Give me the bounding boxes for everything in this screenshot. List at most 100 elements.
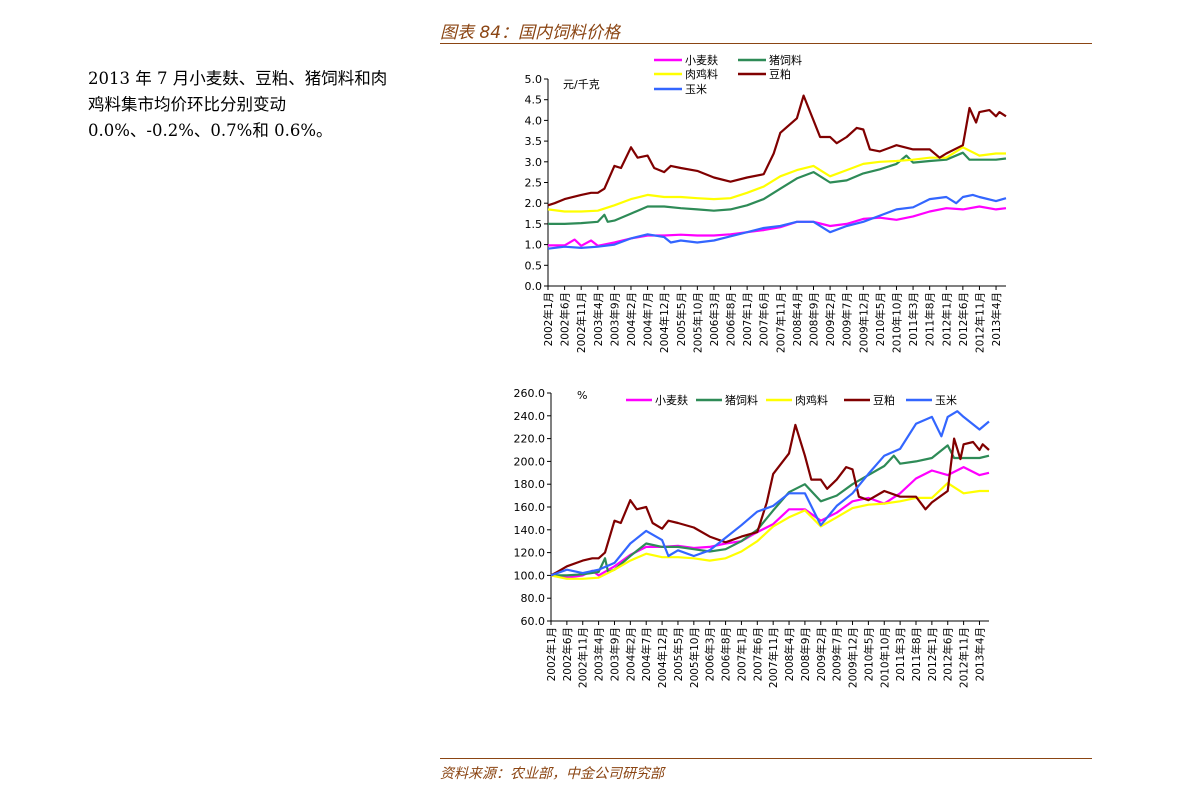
y-tick-label: 5.0 xyxy=(525,73,543,86)
x-tick-label: 2009年12月 xyxy=(847,627,860,688)
footer-rule xyxy=(440,758,1092,759)
y-tick-label: 260.0 xyxy=(514,387,546,400)
legend-label: 豆粕 xyxy=(769,67,791,81)
y-tick-label: 200.0 xyxy=(514,455,546,468)
y-tick-label: 4.0 xyxy=(525,114,543,127)
chart-1: 0.0 0.5 1.0 1.5 2.0 2.5 3.0 3.5 4.0 4.5 5.0 2002年1月… xyxy=(525,53,1007,353)
legend-label: 小麦麸 xyxy=(655,394,688,407)
x-tick-label: 2009年12月 xyxy=(857,292,870,353)
x-tick-label: 2011年8月 xyxy=(924,292,937,346)
x-tick-label: 2010年5月 xyxy=(862,627,875,681)
y-tick-label: 60.0 xyxy=(521,615,546,628)
series-line-wheat_bran xyxy=(550,466,990,579)
series-line-pig_feed xyxy=(551,444,990,577)
x-tick-label: 2005年10月 xyxy=(691,292,704,353)
header-rule xyxy=(440,43,1092,44)
legend-label: 肉鸡料 xyxy=(685,67,718,81)
unit-label: 元/千克 xyxy=(563,78,600,91)
x-tick-label: 2012年11月 xyxy=(973,292,986,353)
x-tick-label: 2012年6月 xyxy=(942,627,955,681)
x-tick-label: 2012年6月 xyxy=(957,292,970,346)
x-tick-label: 2006年3月 xyxy=(708,292,721,346)
chart-2: 60.0 80.0 100.0 120.0 140.0 160.0 180.0 200.0 22… xyxy=(514,387,990,688)
series-line-soymeal xyxy=(547,94,1007,207)
y-tick-label: 2.5 xyxy=(525,177,543,190)
y-tick-label: 140.0 xyxy=(514,524,546,537)
y-tick-label: 100.0 xyxy=(514,569,546,582)
body-paragraph: 2013 年 7 月小麦麸、豆粕、猪饲料和肉鸡料集市均价环比分别变动 0.0%、… xyxy=(88,69,388,140)
x-tick-label: 2002年6月 xyxy=(561,627,574,681)
series-line-wheat_bran xyxy=(548,205,1007,247)
y-tick-label: 4.5 xyxy=(525,94,543,107)
x-tick-label: 2010年10月 xyxy=(890,292,903,353)
x-tick-label: 2012年1月 xyxy=(926,627,939,681)
x-tick-label: 2006年8月 xyxy=(725,292,738,346)
x-tick-label: 2002年11月 xyxy=(575,292,588,353)
x-tick-label: 2012年1月 xyxy=(940,292,953,346)
source-note: 资料来源：农业部，中金公司研究部 xyxy=(440,766,664,782)
x-tick-label: 2007年11月 xyxy=(774,292,787,353)
y-tick-label: 120.0 xyxy=(514,547,546,560)
x-tick-label: 2005年5月 xyxy=(672,627,685,681)
x-tick-label: 2011年8月 xyxy=(910,627,923,681)
x-tick-label: 2006年3月 xyxy=(704,627,717,681)
legend-label: 猪饲料 xyxy=(725,393,758,407)
x-tick-label: 2007年11月 xyxy=(767,627,780,688)
x-tick-label: 2007年6月 xyxy=(751,627,764,681)
series-line-corn xyxy=(550,410,990,577)
x-tick-label: 2006年8月 xyxy=(720,627,733,681)
y-tick-label: 2.0 xyxy=(525,197,543,210)
legend-label: 玉米 xyxy=(685,83,707,96)
series-line-broiler_feed xyxy=(547,146,1006,213)
x-tick-label: 2007年1月 xyxy=(735,627,748,681)
x-tick-label: 2007年6月 xyxy=(758,292,771,346)
x-tick-label: 2004年7月 xyxy=(640,627,653,681)
legend-label: 小麦麸 xyxy=(685,54,718,67)
x-tick-label: 2009年2月 xyxy=(815,627,828,681)
x-tick-label: 2010年10月 xyxy=(878,627,891,688)
x-tick-label: 2004年12月 xyxy=(658,292,671,353)
x-tick-label: 2002年1月 xyxy=(542,292,555,346)
x-tick-label: 2004年2月 xyxy=(625,292,638,346)
y-tick-label: 220.0 xyxy=(514,433,546,446)
series-line-soymeal xyxy=(550,423,990,577)
legend-label: 肉鸡料 xyxy=(795,393,828,407)
x-tick-label: 2011年3月 xyxy=(894,627,907,681)
x-tick-label: 2003年9月 xyxy=(608,627,621,681)
y-tick-label: 3.5 xyxy=(525,135,543,148)
x-tick-label: 2008年9月 xyxy=(808,292,821,346)
x-tick-label: 2005年5月 xyxy=(675,292,688,346)
x-tick-label: 2004年7月 xyxy=(642,292,655,346)
y-tick-label: 0.5 xyxy=(525,259,543,272)
x-tick-label: 2003年4月 xyxy=(592,292,605,346)
x-tick-label: 2003年4月 xyxy=(593,627,606,681)
legend-label: 玉米 xyxy=(935,394,957,407)
x-tick-label: 2009年7月 xyxy=(841,292,854,346)
x-tick-label: 2012年11月 xyxy=(958,627,971,688)
y-tick-label: 0.0 xyxy=(525,280,543,293)
y-tick-label: 3.0 xyxy=(525,156,543,169)
x-tick-label: 2002年1月 xyxy=(545,627,558,681)
y-tick-label: 1.0 xyxy=(525,239,543,252)
x-tick-label: 2008年4月 xyxy=(783,627,796,681)
x-tick-label: 2011年3月 xyxy=(907,292,920,346)
x-tick-label: 2009年7月 xyxy=(831,627,844,681)
y-tick-label: 80.0 xyxy=(521,592,546,605)
x-tick-label: 2002年11月 xyxy=(577,627,590,688)
x-tick-label: 2010年5月 xyxy=(874,292,887,346)
series-line-pig_feed xyxy=(548,151,1007,225)
series-line-broiler_feed xyxy=(550,482,989,580)
x-tick-label: 2008年4月 xyxy=(791,292,804,346)
x-tick-label: 2005年10月 xyxy=(688,627,701,688)
x-tick-label: 2007年1月 xyxy=(741,292,754,346)
y-tick-label: 180.0 xyxy=(514,478,546,491)
x-tick-label: 2002年6月 xyxy=(559,292,572,346)
legend-label: 猪饲料 xyxy=(769,53,802,67)
y-tick-label: 1.5 xyxy=(525,218,543,231)
x-tick-label: 2008年9月 xyxy=(799,627,812,681)
x-tick-label: 2003年9月 xyxy=(608,292,621,346)
x-tick-label: 2004年2月 xyxy=(624,627,637,681)
series-line-corn xyxy=(547,193,1007,250)
unit-label: % xyxy=(577,389,587,402)
figure-title: 图表 84：国内饲料价格 xyxy=(440,23,621,43)
